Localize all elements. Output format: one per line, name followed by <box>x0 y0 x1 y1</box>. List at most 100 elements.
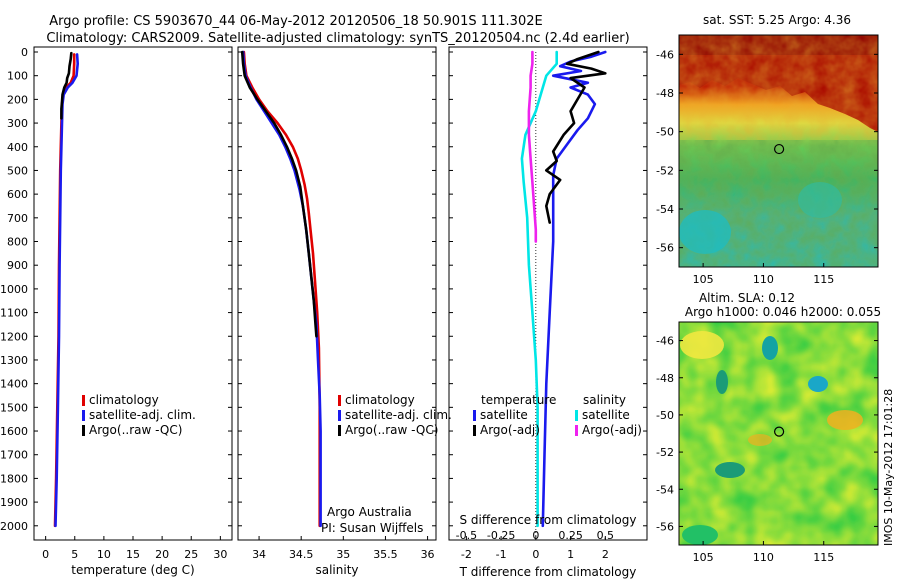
x-tick-label: 5 <box>71 548 78 561</box>
map-lat-label: -54 <box>656 483 674 496</box>
salinity-difference-tick: 0 <box>532 529 539 542</box>
map-lat-label: -52 <box>656 164 674 177</box>
salinity-difference-tick-labels: -0.5 -0.25 0 0.25 0.5 <box>456 529 614 542</box>
sst-map-frame <box>678 34 879 268</box>
difference-legend: temperature salinitysatelliteArgo(-adj)sa… <box>473 393 642 437</box>
depth-tick-label: 1500 <box>0 401 28 414</box>
sst-map-title: sat. SST: 5.25 Argo: 4.36 <box>703 13 851 27</box>
series-line-climatology <box>242 50 321 528</box>
depth-tick-label: 700 <box>7 212 28 225</box>
legend-swatch <box>338 395 341 406</box>
salinity-difference-tick: -0.25 <box>487 529 515 542</box>
depth-tick-labels: 0 100 200 300 400 500 600 700 800 900 1000 1100 1200… <box>0 46 647 533</box>
series-line-argo-raw-qc- <box>240 50 318 338</box>
x-tick-label: 25 <box>184 548 198 561</box>
depth-tick-label: 300 <box>7 117 28 130</box>
salinity-x-ticks: 34 34.5 35 35.5 36 <box>252 536 435 561</box>
sla-map-title-line2: Argo h1000: 0.046 h2000: 0.055 <box>685 305 881 319</box>
legend-swatch <box>473 410 476 421</box>
x-tick-label: 34 <box>252 548 266 561</box>
temperature-panel: 0100200300400500600700800900100011001200… <box>0 46 647 577</box>
legend-label: satellite <box>480 408 528 422</box>
depth-tick-label: 100 <box>7 70 28 83</box>
series-line-satellite-adj-clim- <box>54 53 79 528</box>
salinity-panel: 34 34.5 35 35.5 36 climatologysatellite-adj.… <box>237 46 452 577</box>
depth-tick-label: 800 <box>7 236 28 249</box>
x-tick-label: 0 <box>42 548 49 561</box>
map-lat-label: -56 <box>656 520 674 533</box>
series-line-salinity-satellite <box>520 50 558 528</box>
map-lat-label: -54 <box>656 203 674 216</box>
legend-swatch <box>473 425 476 436</box>
difference-panel: -2 -1 0 1 2 -0.5 -0.25 0 0.25 0.5 S difference f… <box>448 46 648 579</box>
legend-label: Argo(..raw -QC) <box>345 423 438 437</box>
difference-x-ticks: -2 -1 0 1 2 <box>461 536 609 561</box>
salinity-series <box>240 50 322 528</box>
map-lat-label: -46 <box>656 48 674 61</box>
temperature-plot-frame <box>33 46 233 541</box>
side-timestamp: IMOS 10-May-2012 17:01:28 <box>882 389 895 546</box>
x-tick-label: 10 <box>97 548 111 561</box>
salinity-annotation-line2: PI: Susan Wijffels <box>321 521 423 535</box>
series-line-temperature-argo-adj- <box>545 50 607 224</box>
map-lon-label: 110 <box>753 273 774 286</box>
sst-map-panel: sat. SST: 5.25 Argo: 4.36 -46 -48 -50 -52 -5… <box>656 13 879 286</box>
x-tick-label: 2 <box>602 548 609 561</box>
depth-tick-label: 500 <box>7 164 28 177</box>
salinity-plot-frame <box>237 46 437 541</box>
sla-map-frame <box>678 321 879 546</box>
temperature-x-label: temperature (deg C) <box>71 563 194 577</box>
legend-label: satellite <box>582 408 630 422</box>
map-lat-label: -50 <box>656 409 674 422</box>
sla-map-title-line1: Altim. SLA: 0.12 <box>699 291 795 305</box>
map-lon-label: 105 <box>693 551 714 564</box>
temperature-x-ticks: 0 5 10 15 20 25 30 <box>42 536 227 561</box>
series-line-salinity-argo-adj- <box>527 50 538 243</box>
salinity-x-label: salinity <box>315 563 358 577</box>
depth-tick-label: 1100 <box>0 307 28 320</box>
x-tick-label: 20 <box>155 548 169 561</box>
map-lat-label: -52 <box>656 446 674 459</box>
salinity-difference-tick: -0.5 <box>456 529 477 542</box>
legend-group-title: salinity <box>583 393 626 407</box>
depth-tick-label: 600 <box>7 188 28 201</box>
map-lat-label: -46 <box>656 335 674 348</box>
series-line-satellite-adj-clim- <box>241 50 322 528</box>
map-lat-label: -48 <box>656 87 674 100</box>
argo-float-marker-sla <box>774 426 785 437</box>
salinity-difference-tick: 0.25 <box>558 529 583 542</box>
x-tick-label: -1 <box>496 548 507 561</box>
map-lon-label: 105 <box>693 273 714 286</box>
legend-label: satellite-adj. clim. <box>89 408 196 422</box>
legend-label: Argo(..raw -QC) <box>89 423 182 437</box>
map-lat-label: -48 <box>656 372 674 385</box>
salinity-difference-axis-label: S difference from climatology <box>460 513 637 527</box>
series-line-argo-raw-qc- <box>60 51 73 120</box>
x-tick-label: 35.5 <box>373 548 398 561</box>
difference-x-label: T difference from climatology <box>459 565 637 579</box>
map-lat-label: -56 <box>656 242 674 255</box>
difference-series <box>520 50 607 528</box>
series-line-temperature-satellite <box>541 50 607 528</box>
sla-map-ticks: -46 -48 -50 -52 -54 -56 105 110 115 <box>656 335 878 564</box>
depth-tick-label: 1000 <box>0 283 28 296</box>
temperature-series <box>53 51 79 528</box>
depth-tick-label: 400 <box>7 141 28 154</box>
sla-map-field <box>679 322 878 545</box>
depth-tick-label: 1400 <box>0 378 28 391</box>
map-lon-label: 115 <box>813 551 834 564</box>
x-tick-label: 35 <box>336 548 350 561</box>
map-lon-label: 110 <box>753 551 774 564</box>
legend-swatch <box>82 395 85 406</box>
sla-map-panel: Altim. SLA: 0.12 Argo h1000: 0.046 h2000… <box>656 291 881 564</box>
salinity-annotation-line1: Argo Australia <box>327 505 412 519</box>
depth-tick-label: 1700 <box>0 449 28 462</box>
depth-tick-label: 0 <box>21 46 28 59</box>
x-tick-label: 34.5 <box>289 548 314 561</box>
depth-tick-label: 900 <box>7 259 28 272</box>
